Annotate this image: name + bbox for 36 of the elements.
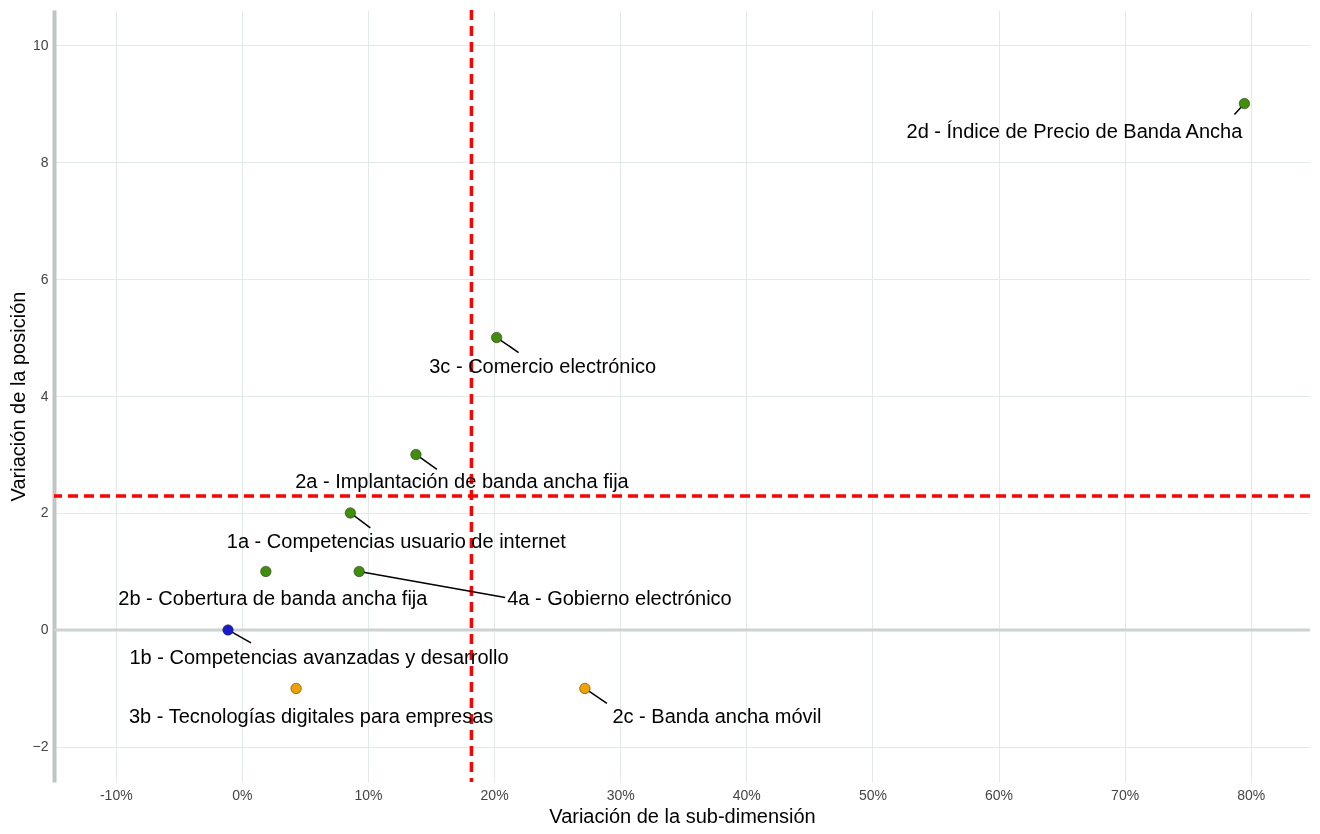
y-tick-label: 6 xyxy=(40,270,49,287)
point xyxy=(260,565,272,577)
y-axis-title: Variación de la posición xyxy=(6,291,29,502)
y-tick-label: −2 xyxy=(32,738,49,755)
annotation: 2b - Cobertura de banda ancha fija xyxy=(118,587,429,610)
x-tick-label: 40% xyxy=(732,786,761,803)
annotation: 2a - Implantación de banda ancha fija xyxy=(295,470,630,493)
annotation: 1a - Competencias usuario de internet xyxy=(226,529,567,552)
annotation: 2c - Banda ancha móvil xyxy=(612,705,822,728)
y-tick-label: 2 xyxy=(40,504,49,521)
point xyxy=(491,332,503,343)
x-tick-label: 10% xyxy=(354,786,383,803)
point xyxy=(579,682,591,694)
point xyxy=(222,624,234,636)
x-tick-label: 0% xyxy=(232,786,253,803)
point xyxy=(410,449,422,460)
y-tick-label: 0 xyxy=(40,621,49,638)
x-tick-label: 60% xyxy=(985,786,1014,803)
y-tick-label: 4 xyxy=(40,387,49,404)
point xyxy=(290,682,302,694)
x-tick-label: 70% xyxy=(1111,786,1140,803)
annotation: 4a - Gobierno electrónico xyxy=(507,587,732,610)
x-tick-label: 20% xyxy=(480,786,509,803)
point xyxy=(1238,98,1250,110)
x-tick-label: 50% xyxy=(858,786,887,803)
annotation: 1b - Competencias avanzadas y desarrollo xyxy=(129,645,509,668)
annotation: 3b - Tecnologías digitales para empresas xyxy=(128,705,494,728)
point xyxy=(353,565,365,577)
y-tick-label: 8 xyxy=(40,153,49,170)
x-tick-label: -10% xyxy=(99,786,133,803)
annotation: 2d - Índice de Precio de Banda Ancha xyxy=(906,119,1244,142)
x-tick-label: 80% xyxy=(1237,786,1266,803)
y-tick-label: 10 xyxy=(32,36,49,53)
x-tick-label: 30% xyxy=(606,786,635,803)
point xyxy=(344,507,356,519)
x-axis-title: Variación de la sub-dimensión xyxy=(549,804,816,827)
